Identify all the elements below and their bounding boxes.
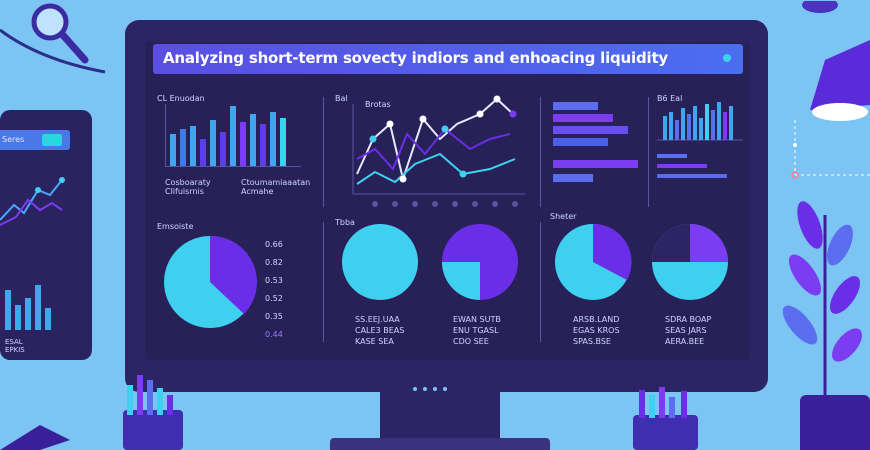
caption-line: SS.EEJ.UAA <box>355 315 400 324</box>
pencil-cup-left-icon <box>123 375 183 450</box>
caption-line: ARSB.LAND <box>573 315 620 324</box>
pie-title-3: Sheter <box>550 212 577 221</box>
ornament-icon <box>800 0 840 14</box>
legend-item: 0.66 <box>265 240 283 249</box>
right-bar-chart <box>657 102 743 141</box>
pie-captions: SS.EEJ.UAA CALE3 BEAS KASE SEA EWAN SUTB… <box>345 315 745 355</box>
caption-line: SPAS.BSE <box>573 337 611 346</box>
tablet-line-chart <box>0 177 65 226</box>
hbar <box>553 174 593 182</box>
tablet-label: Seres <box>2 135 25 144</box>
title-banner: Analyzing short-term sovecty indiors and… <box>153 44 743 74</box>
mid-chart-subtitle: Brotas <box>365 100 391 109</box>
left-caption-2: Ctoumamiaaatan Acmahe <box>241 178 311 196</box>
legend-item: 0.82 <box>265 258 283 267</box>
pie-title-1: Emsoiste <box>157 222 194 231</box>
pie-chart-4 <box>555 223 632 300</box>
lamp-icon <box>805 30 870 125</box>
mid-line-chart <box>352 95 525 207</box>
caption-line: AERA.BEE <box>665 337 705 346</box>
pie-chart-2 <box>342 224 418 300</box>
caption-line: ENU TGASL <box>453 326 499 335</box>
tablet-bar <box>5 290 11 330</box>
plant-icon <box>782 201 862 395</box>
mid-chart-title: Bal <box>335 94 348 103</box>
tablet-button[interactable] <box>42 134 62 146</box>
right-hbars <box>657 154 747 184</box>
chart-stand-icon <box>0 0 110 90</box>
pie-chart-1 <box>164 235 257 328</box>
hbar <box>553 160 638 168</box>
connector-lines <box>791 120 870 179</box>
caption-line: CALE3 BEAS <box>355 326 405 335</box>
plant-pot <box>800 395 870 450</box>
hbar <box>553 126 628 134</box>
tablet-bar <box>35 285 41 330</box>
left-caption-1: Cosboaraty Clifuisrnis <box>165 178 211 196</box>
divider <box>540 97 541 207</box>
caption-line: SDRA BOAP <box>665 315 712 324</box>
hbar <box>657 164 707 168</box>
legend-item: 0.35 <box>265 312 283 321</box>
pie-title-2: Tbba <box>335 218 355 227</box>
hbar <box>553 138 608 146</box>
dashboard-screen: Analyzing short-term sovecty indiors and… <box>145 42 750 360</box>
horizontal-bar-chart <box>553 102 648 192</box>
caption-line: SEAS JARS <box>665 326 707 335</box>
status-dot <box>723 54 731 62</box>
pad-icon <box>0 425 70 450</box>
magnifier-icon <box>20 0 90 70</box>
tablet-footer: ESAL EPKIS <box>5 338 25 354</box>
pencil-cup-right-icon <box>633 387 698 450</box>
pie-chart-3 <box>442 224 518 300</box>
monitor-dots <box>410 378 470 391</box>
legend-item: 0.44 <box>265 330 283 339</box>
tablet-bar <box>25 298 31 330</box>
legend-item: 0.52 <box>265 294 283 303</box>
left-chart-title: CL Enuodan <box>157 94 205 103</box>
legend-item: 0.53 <box>265 276 283 285</box>
banner-title: Analyzing short-term sovecty indiors and… <box>163 49 668 67</box>
hbar <box>657 154 687 158</box>
tablet-bar <box>45 308 51 330</box>
hbar <box>553 114 613 122</box>
hbar <box>657 174 727 178</box>
divider <box>648 97 649 207</box>
pie-chart-5 <box>652 224 728 300</box>
monitor-base <box>330 438 550 450</box>
divider <box>323 222 324 342</box>
left-bar-chart <box>165 104 301 167</box>
hbar <box>553 102 598 110</box>
tablet-bar <box>15 305 21 330</box>
caption-line: EGAS KROS <box>573 326 620 335</box>
caption-line: CDO SEE <box>453 337 489 346</box>
tablet-device: Seres ESAL EPKIS <box>0 110 92 360</box>
right-chart-title: B6 Eal <box>657 94 683 103</box>
divider <box>323 97 324 207</box>
divider <box>540 222 541 342</box>
caption-line: KASE SEA <box>355 337 394 346</box>
caption-line: EWAN SUTB <box>453 315 501 324</box>
